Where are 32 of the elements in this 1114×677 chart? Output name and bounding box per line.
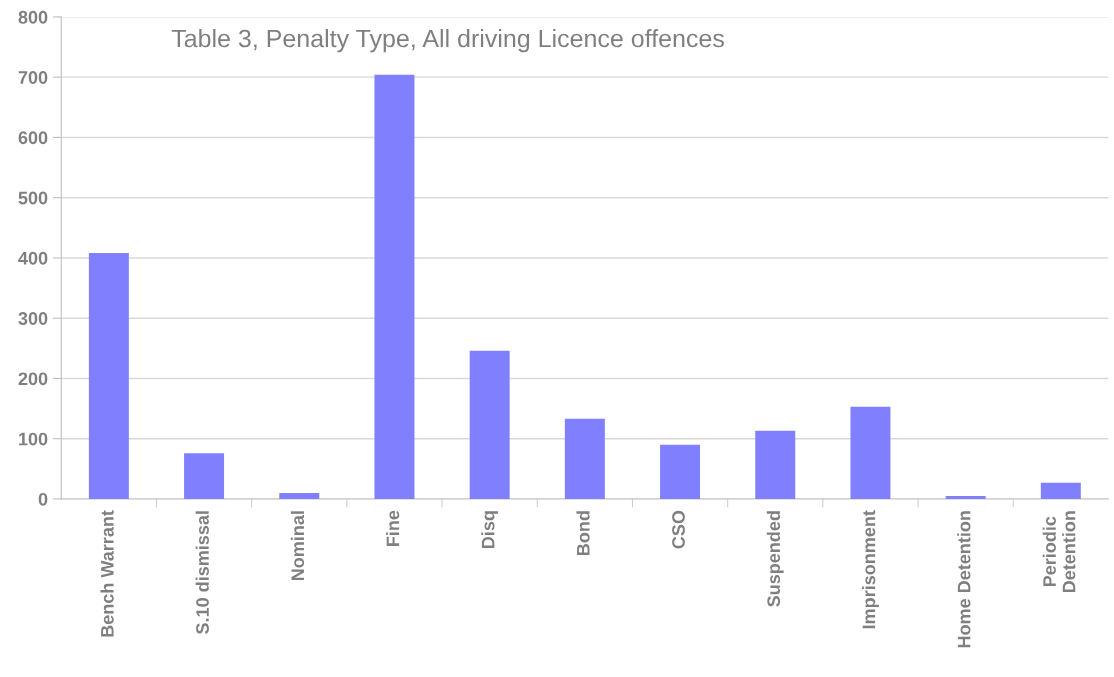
- x-tick-label: S.10 dismissal: [195, 511, 209, 634]
- x-tick-label: Bond: [576, 511, 590, 555]
- y-tick-label: 300: [18, 312, 48, 325]
- x-tick-label: Bench Warrant: [100, 510, 114, 637]
- x-tick-label: Fine: [386, 510, 400, 546]
- y-tick-label: 800: [18, 10, 48, 24]
- bar: [1040, 482, 1081, 499]
- bar: [184, 453, 225, 499]
- bar: [755, 430, 796, 499]
- bar: [660, 444, 701, 499]
- y-tick-label: 0: [38, 492, 48, 506]
- y-tick-label: 700: [18, 71, 48, 84]
- y-tick-label: 400: [18, 251, 48, 265]
- y-tick-label: 200: [18, 372, 48, 386]
- chart-title: Table 3, Penalty Type, All driving Licence offences: [171, 28, 724, 53]
- bar: [564, 418, 605, 499]
- x-tick-label: Nominal: [290, 511, 305, 581]
- x-tick-label: Suspended: [766, 511, 784, 607]
- bar: [850, 406, 891, 499]
- bar: [88, 253, 129, 499]
- x-tick-label: Home Detention: [957, 511, 971, 648]
- bar: [374, 74, 415, 499]
- bar: [469, 350, 510, 499]
- x-tick-label: Imprisonment: [862, 510, 879, 629]
- y-tick-label: 100: [19, 432, 48, 446]
- bar: [279, 492, 320, 499]
- bar: [945, 495, 986, 499]
- y-tick-label: 500: [18, 191, 48, 205]
- y-tick-label: 600: [18, 131, 48, 145]
- x-tick-label: Periodic Detention: [1042, 511, 1076, 593]
- x-tick-label: Disq: [481, 511, 499, 548]
- x-tick-label: CSO: [672, 510, 685, 549]
